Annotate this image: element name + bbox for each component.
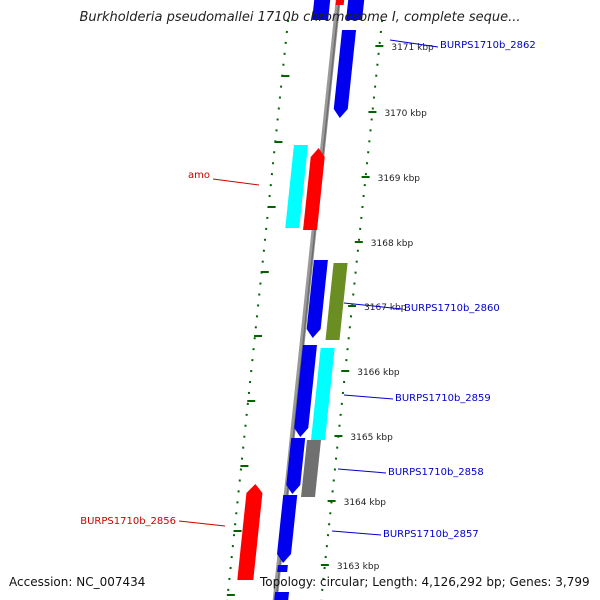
accession-text: Accession: NC_007434 [9,575,146,589]
gene-arrow-top-blue-2 [346,0,365,20]
gene-leader-line [343,394,394,400]
tick-label: 3164 kbp [344,498,387,508]
gene-arrow-2858-blue [286,438,306,494]
gene-arrow-2862 [333,30,357,118]
tick-label: 3170 kbp [384,109,427,119]
gene-leader-line [331,530,382,536]
tick-label: 3168 kbp [371,239,414,249]
gene-arrow-2860-blue [306,260,328,338]
gene-arrow-2860-olive [325,263,348,340]
tick-label: 3169 kbp [378,174,421,184]
tick-label: 3171 kbp [391,43,434,53]
gene-arrow-2859-cyan [311,348,335,440]
gene-label: BURPS1710b_2860 [404,303,500,314]
gene-arrow-cyan-1 [285,145,308,228]
gene-arrow-top-red [335,0,345,5]
gene-leader-line [178,520,226,527]
gene-arrow-2856 [237,484,263,580]
gene-leader-line [337,468,387,474]
gene-arrow-small-blue [277,565,288,572]
tick-label: 3165 kbp [350,433,393,443]
map-title: Burkholderia pseudomallei 1710b chromoso… [79,10,521,25]
tick-label: 3167 kbp [364,303,407,313]
scale-guide-outer [320,19,384,600]
gene-label: BURPS1710b_2857 [383,529,479,540]
gene-arrow-2857-blue [277,495,298,563]
gene-leader-line [212,178,260,186]
gene-label: BURPS1710b_2858 [388,467,484,478]
gene-label: BURPS1710b_2859 [395,393,491,404]
gene-leader-line [343,302,403,310]
gene-arrow-bottom-blue [274,592,290,600]
gene-label: amo [188,170,210,181]
topology-text: Topology: circular; Length: 4,126,292 bp… [260,575,590,589]
gene-arrow-top-blue [312,0,331,20]
gene-arrow-amo [303,148,325,230]
tick-label: 3163 kbp [337,562,380,572]
tick-label: 3166 kbp [357,368,400,378]
gene-leader-line [389,39,439,48]
gene-label: BURPS1710b_2856 [80,516,176,527]
scale-guide-inner [226,19,290,600]
gene-label: BURPS1710b_2862 [440,40,536,51]
gene-arrow-2858-gray [301,440,321,497]
gene-arrow-2859-blue [294,345,317,437]
